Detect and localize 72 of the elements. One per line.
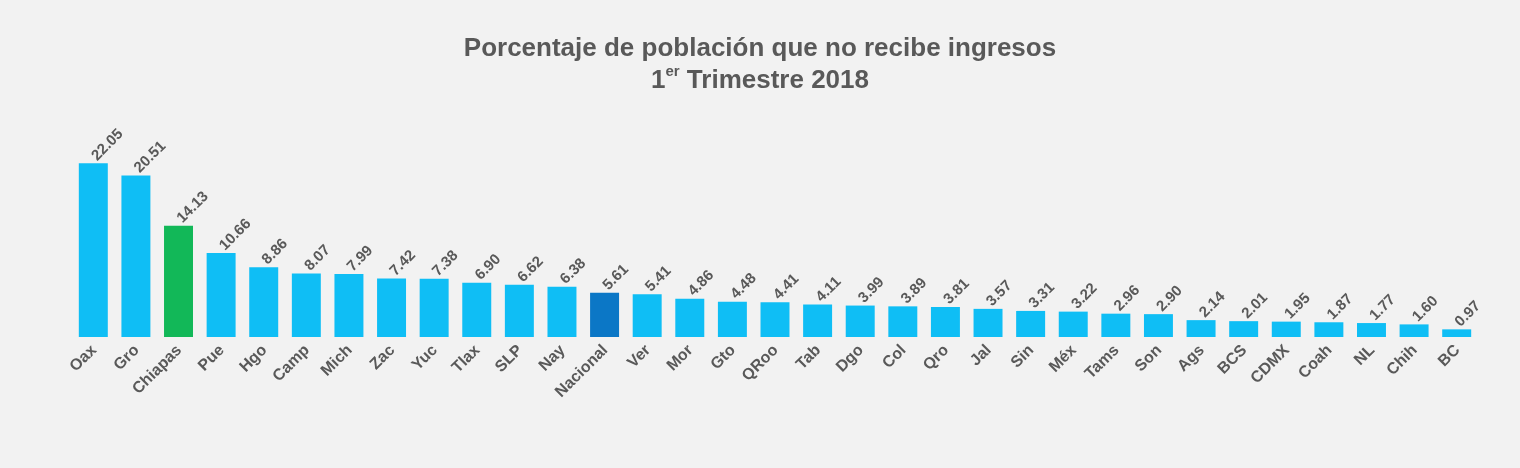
data-label: 4.11 — [811, 272, 844, 305]
x-tick-label: Ags — [1173, 340, 1208, 375]
bar — [334, 274, 364, 337]
bar — [1442, 329, 1472, 337]
x-tick-label: Gto — [706, 340, 739, 373]
x-tick-label: Dgo — [832, 340, 867, 375]
data-label: 3.81 — [939, 274, 973, 307]
x-tick-label: Zac — [366, 340, 398, 373]
bar — [504, 284, 534, 337]
x-tick-label: Méx — [1045, 340, 1080, 376]
bar — [249, 267, 279, 337]
x-tick-label: Qro — [919, 340, 952, 374]
bar — [377, 278, 407, 337]
bar — [590, 292, 620, 337]
chart-title: Porcentaje de población que no recibe ingresos — [463, 32, 1057, 62]
bar — [164, 225, 193, 337]
data-label: 3.31 — [1024, 278, 1058, 311]
bar — [803, 304, 833, 337]
bar — [888, 306, 918, 337]
data-label: 5.41 — [641, 261, 674, 295]
x-tick-label: NL — [1350, 340, 1378, 369]
x-tick-label: Sin — [1007, 340, 1037, 371]
data-label: 7.99 — [342, 241, 376, 275]
data-label: 3.22 — [1067, 278, 1100, 312]
x-tick-label: SLP — [491, 340, 526, 375]
bar — [419, 278, 449, 337]
x-tick-label: Tab — [792, 340, 824, 373]
bar — [675, 298, 705, 337]
bar — [1186, 320, 1216, 337]
bar — [845, 305, 875, 337]
x-tick-label: Hgo — [235, 340, 270, 375]
data-label: 5.61 — [598, 260, 632, 293]
bar — [973, 308, 1003, 337]
bar — [206, 253, 236, 337]
bar — [547, 286, 577, 337]
bar — [717, 301, 747, 337]
data-label: 6.62 — [513, 252, 546, 285]
bar — [78, 163, 108, 337]
x-tick-label: BC — [1434, 340, 1464, 370]
data-label: 3.99 — [854, 272, 887, 306]
bar — [1016, 310, 1046, 337]
bar — [632, 294, 662, 337]
x-tick-label: Mor — [663, 340, 696, 374]
x-tick-label: Jal — [966, 340, 995, 369]
x-tick-label: Pue — [194, 340, 228, 374]
bar — [291, 273, 321, 337]
bar — [1357, 323, 1386, 337]
data-label: 7.38 — [428, 246, 461, 279]
data-label: 4.86 — [683, 266, 717, 299]
bar — [1271, 321, 1301, 337]
bar — [1399, 324, 1429, 337]
bar — [1314, 322, 1344, 337]
bar — [1229, 321, 1259, 337]
data-label: 6.38 — [555, 254, 589, 287]
bar — [1143, 314, 1173, 337]
x-tick-label: Ver — [623, 340, 654, 371]
x-tick-label: Oax — [65, 340, 100, 375]
data-label: 4.48 — [726, 269, 760, 302]
x-tick-label: Tlax — [448, 340, 483, 376]
bar — [121, 175, 151, 337]
data-label: 7.42 — [385, 245, 419, 279]
bar — [930, 306, 960, 337]
x-tick-label: Son — [1131, 340, 1165, 375]
bar — [1101, 313, 1131, 337]
bar — [760, 302, 790, 337]
x-tick-label: Yuc — [408, 340, 441, 374]
bar — [1058, 311, 1088, 337]
data-label: 6.90 — [470, 249, 504, 283]
bar — [462, 282, 492, 337]
data-label: 3.89 — [896, 273, 930, 307]
data-label: 4.41 — [768, 269, 802, 303]
x-tick-label: Col — [878, 340, 909, 372]
